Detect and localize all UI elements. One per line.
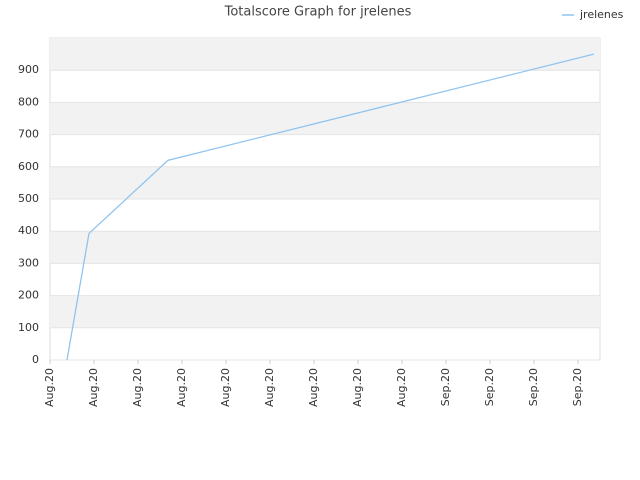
x-tick-label: Aug.20 [175,368,188,407]
y-tick-label: 100 [18,321,39,334]
x-tick-label: Aug.20 [395,368,408,407]
x-tick-label: Aug.20 [87,368,100,407]
legend-label: jrelenes [579,8,624,21]
y-tick-label: 400 [18,224,39,237]
y-tick-label: 200 [18,289,39,302]
y-tick-label: 800 [18,95,39,108]
x-tick-label: Aug.20 [219,368,232,407]
grid-band [50,231,600,264]
x-tick-label: Aug.20 [131,368,144,407]
x-tick-label: Aug.20 [263,368,276,407]
chart-title: Totalscore Graph for jrelenes [224,5,412,20]
grid-band [50,295,600,328]
y-tick-label: 0 [32,353,39,366]
x-tick-label: Aug.20 [43,368,56,407]
grid-band [50,102,600,135]
x-tick-label: Sep.20 [571,368,584,406]
x-tick-label: Aug.20 [307,368,320,407]
y-tick-label: 500 [18,192,39,205]
grid-band [50,166,600,199]
y-tick-label: 900 [18,63,39,76]
x-tick-label: Aug.20 [351,368,364,407]
y-tick-label: 700 [18,128,39,141]
y-tick-label: 600 [18,160,39,173]
line [66,53,594,361]
x-tick-label: Sep.20 [483,368,496,406]
x-tick-label: Sep.20 [439,368,452,406]
x-tick-label: Sep.20 [527,368,540,406]
y-tick-label: 300 [18,256,39,269]
grid-band [50,38,600,71]
